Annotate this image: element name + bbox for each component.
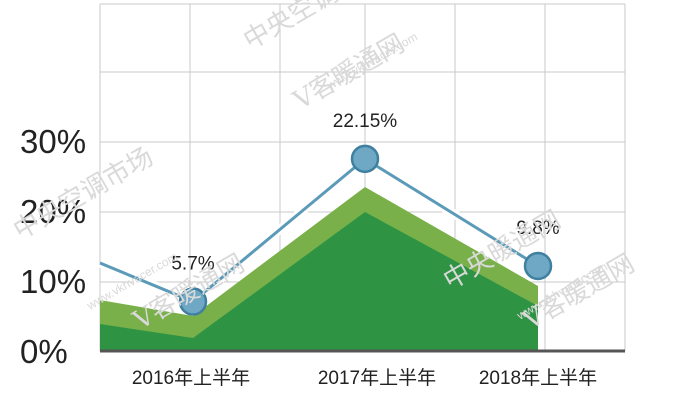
- data-point-2: [523, 251, 553, 281]
- y-tick-label-0: 0%: [20, 333, 68, 370]
- series-layer: [98, 144, 553, 316]
- x-tick-label-0: 2016年上半年: [132, 367, 250, 389]
- y-tick-label-1: 10%: [20, 263, 86, 300]
- dark-area: [100, 212, 538, 351]
- x-tick-label-1: 2017年上半年: [318, 367, 436, 389]
- data-label-1: 22.15%: [333, 111, 398, 132]
- data-labels: 5.7% 22.15% 9.8%: [171, 111, 559, 275]
- data-label-0: 5.7%: [171, 254, 214, 275]
- y-tick-labels: 0% 10% 20% 30%: [20, 123, 86, 370]
- y-tick-label-3: 30%: [20, 123, 86, 160]
- x-tick-label-2: 2018年上半年: [479, 367, 597, 389]
- data-point-1: [350, 144, 380, 174]
- data-point-0: [178, 287, 208, 316]
- data-label-2: 9.8%: [516, 218, 559, 239]
- background-areas: [100, 187, 538, 351]
- y-tick-label-2: 20%: [20, 193, 86, 230]
- series-line: [99, 157, 539, 304]
- x-tick-labels: 2016年上半年 2017年上半年 2018年上半年: [132, 367, 597, 389]
